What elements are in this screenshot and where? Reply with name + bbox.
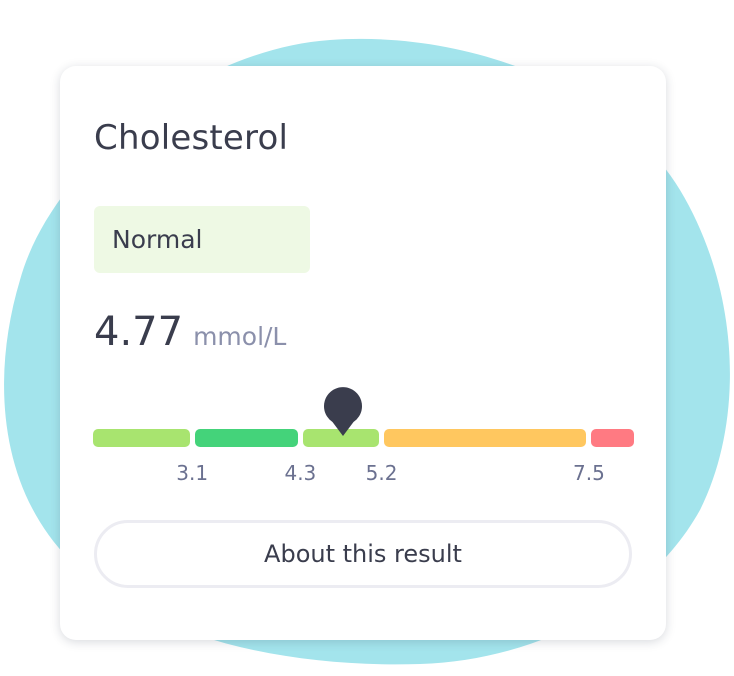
- map-pin-icon: [323, 387, 362, 436]
- result-value: 4.77: [94, 309, 184, 355]
- result-unit: mmol/L: [193, 322, 287, 351]
- tick-label: 5.2: [365, 461, 398, 485]
- tick-label: 7.5: [573, 461, 605, 485]
- result-reading: 4.77 mmol/L: [94, 308, 286, 356]
- result-card: Cholesterol Normal 4.77 mmol/L 3.1 4.3 5…: [60, 66, 666, 640]
- status-badge: Normal: [94, 206, 310, 273]
- range-segment: [93, 429, 190, 447]
- tick-label: 3.1: [176, 461, 209, 485]
- result-title: Cholesterol: [94, 118, 289, 158]
- range-scale: 3.1 4.3 5.2 7.5: [93, 386, 634, 486]
- range-segment: [591, 429, 634, 447]
- range-segment: [194, 429, 298, 447]
- tick-label: 4.3: [284, 461, 317, 485]
- range-segment: [302, 429, 380, 447]
- status-label: Normal: [112, 225, 203, 254]
- range-segment: [384, 429, 587, 447]
- about-result-button[interactable]: About this result: [94, 520, 632, 588]
